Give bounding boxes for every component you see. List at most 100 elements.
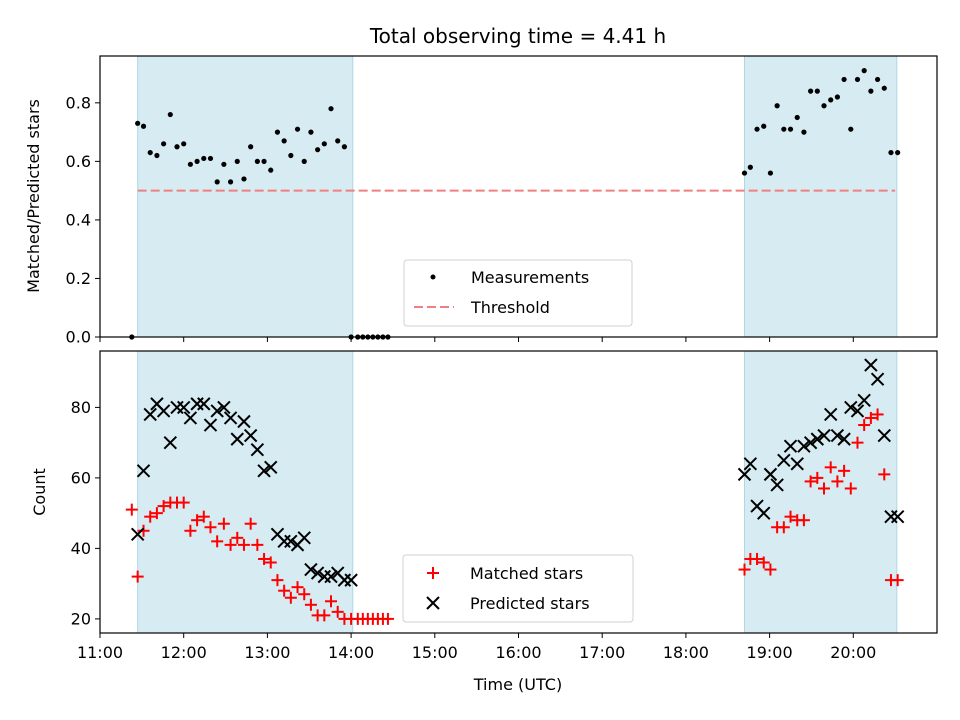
predicted-stars-point	[163, 435, 178, 450]
measurements-point	[321, 141, 327, 147]
top-y-tick-label: 0.0	[66, 328, 91, 347]
measurements-point	[881, 85, 887, 91]
matched-stars-point	[244, 517, 257, 530]
top-y-tick-label: 0.6	[66, 152, 91, 171]
bottom-y-tick-label: 20	[71, 609, 91, 628]
measurements-point	[194, 158, 200, 164]
measurements-point	[834, 94, 840, 100]
predicted-stars-point	[284, 534, 298, 549]
predicted-stars-point	[844, 400, 858, 415]
measurements-point	[821, 103, 827, 109]
measurements-point	[147, 149, 153, 156]
measurements-point	[781, 126, 787, 132]
measurements-point	[767, 170, 774, 176]
matched-stars-point	[325, 595, 338, 608]
measurements-point	[241, 176, 247, 182]
legend-matched-label: Matched stars	[470, 564, 583, 583]
matched-stars-point	[764, 563, 777, 576]
predicted-stars-point	[770, 478, 784, 492]
predicted-stars-point	[130, 527, 145, 542]
bottom-legend: Matched stars Predicted stars	[402, 554, 634, 623]
top-shaded-region-1	[743, 55, 898, 338]
matched-stars-point	[777, 521, 790, 534]
predicted-stars-point	[877, 428, 891, 443]
matched-stars-point	[224, 538, 237, 551]
measurements-point	[888, 149, 894, 156]
measurements-point	[747, 164, 753, 170]
matched-stars-point	[291, 581, 304, 594]
bottom-x-tick-label: 16:00	[495, 643, 541, 662]
matched-stars-point	[211, 535, 224, 548]
bottom-y-tick-label: 60	[71, 468, 91, 487]
matched-stars-point	[264, 556, 277, 569]
legend-measurements-label: Measurements	[471, 268, 589, 287]
legend-predicted-marker	[426, 596, 440, 610]
bottom-x-tick-label: 12:00	[161, 643, 207, 662]
measurements-point	[341, 144, 348, 150]
matched-stars-point	[838, 464, 851, 477]
measurements-point	[261, 158, 267, 164]
predicted-stars-point	[197, 397, 211, 411]
measurements-point	[787, 126, 794, 132]
matched-stars-point	[818, 482, 831, 495]
predicted-stars-point	[783, 439, 798, 453]
measurements-point	[135, 120, 141, 126]
predicted-stars-point	[797, 439, 811, 453]
bottom-y-tick-label: 40	[71, 539, 91, 558]
measurements-point	[308, 129, 314, 135]
matched-stars-point	[191, 514, 204, 527]
bottom-x-axis-label: Time (UTC)	[473, 675, 562, 694]
predicted-stars-point	[230, 432, 244, 446]
measurements-point	[794, 114, 800, 121]
measurements-point	[161, 141, 167, 147]
matched-stars-point	[858, 419, 871, 432]
bottom-y-ticks: 20 40 60 80	[71, 398, 100, 628]
matched-stars-point	[217, 517, 230, 530]
top-shaded-regions	[137, 55, 898, 338]
measurements-point	[254, 158, 260, 164]
measurements-point	[814, 88, 820, 94]
matched-stars-point	[131, 570, 144, 583]
measurements-point	[861, 68, 867, 74]
measurements-point	[301, 158, 307, 164]
matched-stars-point	[331, 605, 344, 618]
matched-stars-point	[284, 591, 297, 604]
measurements-point	[288, 152, 294, 159]
measurements-point	[174, 144, 180, 150]
bottom-x-tick-label: 13:00	[244, 643, 290, 662]
measurements-point	[268, 167, 274, 173]
predicted-stars-point	[237, 414, 251, 429]
bottom-y-axis-label: Count	[30, 468, 49, 516]
bottom-x-tick-label: 15:00	[412, 643, 458, 662]
predicted-stars-point	[810, 432, 825, 446]
measurements-point	[227, 179, 234, 185]
top-legend: Measurements Threshold	[403, 259, 633, 327]
matched-stars-point	[298, 588, 311, 601]
matched-stars-point	[204, 521, 217, 534]
predicted-stars-point	[223, 411, 238, 425]
predicted-stars-point	[737, 467, 752, 482]
legend-measurements-marker	[430, 274, 436, 280]
chart-title: Total observing time = 4.41 h	[369, 24, 666, 48]
predicted-stars-point	[817, 428, 831, 443]
measurements-point	[201, 155, 207, 162]
predicted-stars-point	[176, 400, 191, 415]
predicted-stars-point	[344, 573, 358, 587]
measurements-point	[754, 126, 760, 132]
predicted-stars-point	[257, 464, 271, 478]
predicted-stars-point	[803, 435, 818, 450]
matched-stars-point	[751, 552, 764, 565]
predicted-stars-point	[304, 562, 318, 577]
matched-stars-point	[797, 514, 810, 527]
bottom-x-tick-label: 20:00	[830, 643, 876, 662]
matched-stars-point	[237, 538, 250, 551]
matched-stars-point	[125, 503, 138, 516]
matched-stars-point	[381, 612, 394, 625]
predicted-stars-point	[790, 457, 804, 471]
predicted-stars-point	[243, 428, 258, 443]
matched-stars-point	[757, 556, 770, 569]
predicted-stars-point	[203, 418, 218, 432]
matched-stars-point	[258, 552, 271, 565]
matched-stars-point	[738, 563, 751, 576]
